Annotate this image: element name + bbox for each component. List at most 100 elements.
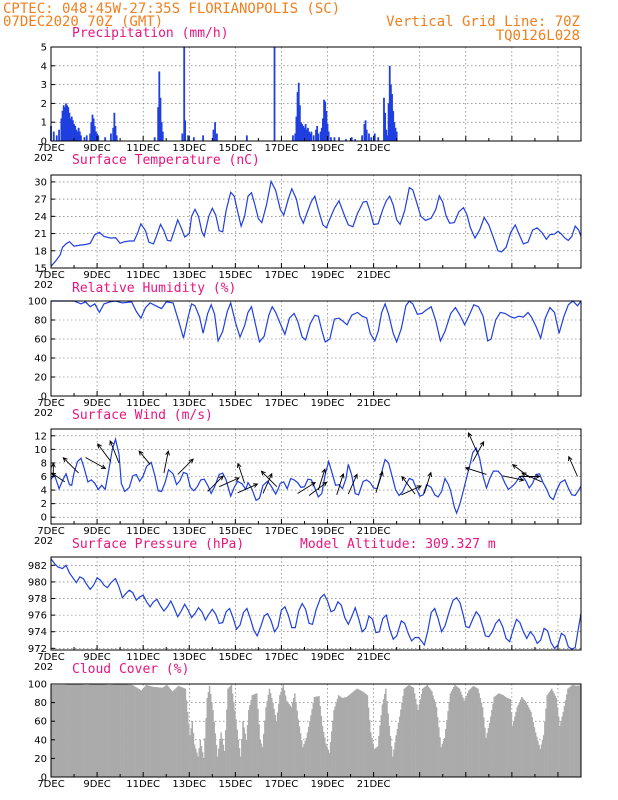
cloud-bar [148, 685, 151, 777]
x-tick-label: 21DEC [357, 270, 391, 281]
precip-bar [80, 135, 82, 141]
cloud-bar [123, 684, 126, 777]
cloud-bar [392, 756, 394, 777]
x-tick-label: 19DEC [311, 398, 345, 409]
wind-arrow [401, 485, 423, 496]
cloud-bar [561, 716, 563, 777]
y-tick-label: 0 [41, 137, 47, 148]
cloud-bar [259, 739, 261, 777]
cloud-bar [568, 687, 570, 777]
cloud-bar [531, 717, 533, 777]
cloud-bar [287, 702, 289, 777]
cloud-bar [462, 697, 464, 777]
x-tick-label: 11DEC [126, 652, 160, 663]
y-tick-label: 8 [41, 458, 47, 469]
cloud-bar [325, 743, 327, 777]
cloud-bar [59, 684, 61, 777]
cloud-bar [433, 699, 435, 777]
cloud-bar [329, 742, 332, 777]
cloud-bar [408, 684, 410, 777]
precip-bar [325, 110, 328, 141]
precip-bar [307, 127, 309, 141]
cloud-bar [478, 693, 480, 777]
cloud-bar [515, 711, 517, 777]
precip-bar [73, 124, 75, 141]
y-tick-label: 20 [34, 373, 47, 384]
cloud-bar [504, 697, 507, 777]
cloud-bar [79, 684, 82, 777]
cloud-bar [180, 686, 182, 777]
cloud-bar [317, 696, 319, 777]
wind-arrow [163, 450, 170, 474]
cloud-bar [104, 684, 106, 777]
x-tick-label: 11DEC [126, 526, 160, 537]
cloud-bar [125, 684, 128, 777]
cloud-bar [439, 737, 441, 777]
cloud-bar [396, 728, 399, 777]
precip-bar [77, 127, 80, 141]
cloud-bar [110, 684, 113, 777]
cloud-bar [402, 695, 404, 777]
cloud-bar [258, 724, 260, 777]
precip-bar [202, 135, 204, 141]
cloud-bar [53, 684, 55, 777]
cloud-bar [569, 686, 571, 777]
cloud-bar [117, 684, 120, 777]
cloud-bar [350, 693, 353, 777]
cloud-bar [351, 692, 354, 777]
precip-bar [391, 94, 393, 141]
y-tick-label: 60 [34, 717, 47, 728]
precip-bar [294, 133, 297, 141]
cloud-bar [410, 686, 412, 777]
precip-bar [273, 47, 276, 141]
cloud-bar [461, 694, 463, 777]
cloud-bar [486, 732, 488, 777]
precip-bar [361, 135, 363, 141]
cloud-bar [243, 727, 245, 777]
cloud-bar [407, 685, 409, 777]
wind-grid [51, 429, 581, 524]
cloud-bar [390, 746, 393, 777]
cloud-bar [530, 711, 532, 777]
precip-bar [245, 135, 248, 141]
cloud-bar [547, 693, 550, 777]
cloud-bar [150, 686, 152, 777]
cloud-bar [339, 696, 341, 777]
precip-bar [157, 107, 160, 141]
cloud-bar [378, 735, 380, 777]
cloud-bar [161, 687, 164, 777]
cloud-bar [395, 735, 397, 777]
precip-bar [78, 131, 81, 141]
cloud-bar [491, 710, 493, 777]
year-label-stub: 202 [34, 408, 53, 419]
cloud-bar [469, 689, 471, 777]
cloud-bar [545, 708, 547, 777]
cloud-bar [427, 686, 430, 777]
cloud-bar [502, 695, 505, 777]
y-tick-label: 100 [28, 297, 47, 308]
precip-bar [370, 137, 373, 141]
cloud-bar [280, 691, 282, 777]
precip-bar [159, 97, 162, 141]
wind-arrow [219, 477, 240, 488]
cloud-bar [314, 696, 317, 777]
cloud-bar [430, 689, 432, 777]
cloud-bar [382, 699, 385, 777]
cloud-bar [162, 687, 165, 777]
wind-arrow [236, 462, 245, 484]
y-tick-label: 40 [34, 354, 47, 365]
cloud-bar [506, 697, 508, 777]
cloud-bar [488, 723, 491, 777]
pressure-title: Surface Pressure (hPa) [72, 537, 244, 552]
cloud-bar [431, 691, 433, 777]
cloud-bar [137, 688, 139, 777]
y-tick-label: 10 [34, 445, 47, 456]
precip-bar [85, 135, 88, 141]
cloud-bar [412, 687, 415, 777]
cloud-bar [458, 688, 461, 777]
precip-bar [67, 107, 70, 141]
cloud-bar [337, 695, 340, 777]
cloud-bar [223, 750, 226, 777]
cloud-bar [357, 689, 359, 777]
precip-bar [394, 127, 397, 141]
